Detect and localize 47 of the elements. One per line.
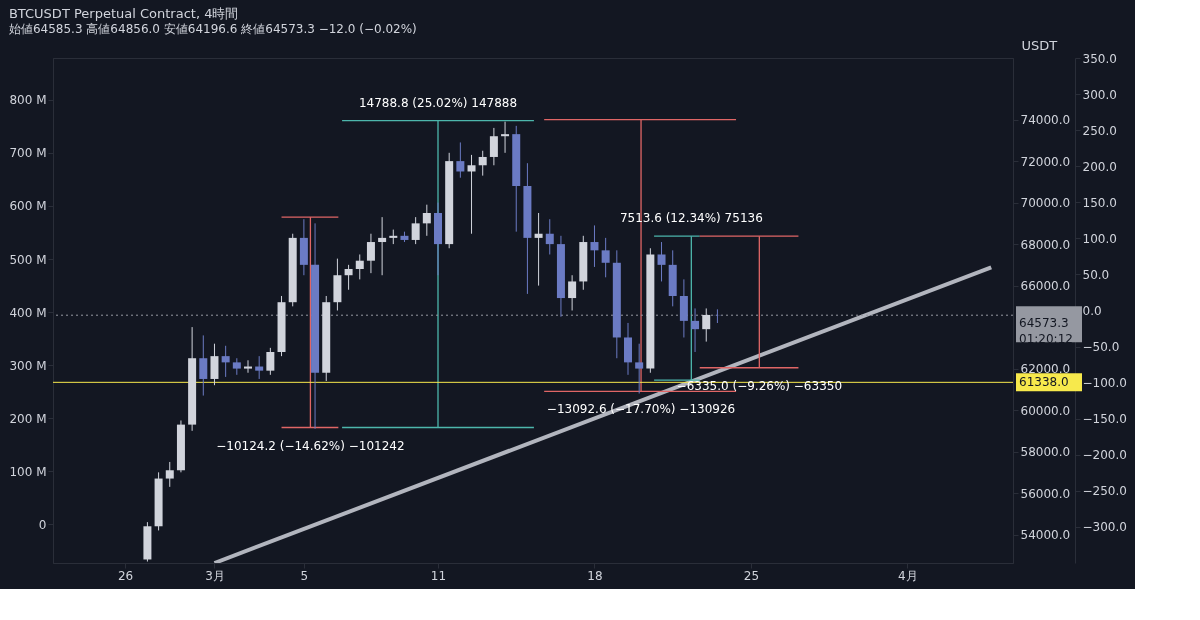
x-tick-label: 18 — [587, 568, 603, 583]
y-tick-label: 72000.0 — [1020, 154, 1071, 169]
annotation: −6335.0 (−9.26%) −63350 — [676, 378, 843, 393]
y3-tick-label: 100 M — [9, 464, 47, 479]
y3-tick-label: 600 M — [9, 199, 47, 214]
y2-tick-label: 250.0 — [1082, 123, 1117, 138]
y-tick-label: 74000.0 — [1020, 113, 1071, 128]
y2-tick-label: −250.0 — [1082, 484, 1127, 499]
y-tick-label: 56000.0 — [1020, 486, 1071, 501]
y-tick-label: 62000.0 — [1020, 362, 1071, 377]
y-tick-label: 60000.0 — [1020, 403, 1071, 418]
chart-subtitle: 始値64585.3 高値64856.0 安値64196.6 終値64573.3 −12.0 (−0.02%) — [8, 22, 417, 36]
x-tick-label: 4月 — [898, 568, 918, 583]
x-tick-label: 26 — [117, 568, 134, 583]
y3-tick-label: 500 M — [9, 252, 47, 267]
y2-tick-label: 200.0 — [1082, 159, 1117, 174]
y3-tick-label: 800 M — [9, 93, 47, 108]
y2-tick-label: 50.0 — [1082, 267, 1110, 282]
y2-tick-label: −200.0 — [1082, 448, 1127, 463]
y-axis-title: USDT — [1021, 37, 1058, 53]
y3-tick-label: 700 M — [9, 146, 47, 161]
y-tick-label: 66000.0 — [1020, 279, 1071, 294]
x-tick-label: 25 — [743, 568, 760, 583]
y2-tick-label: −50.0 — [1082, 340, 1120, 355]
y2-tick-label: 0.0 — [1082, 304, 1102, 318]
y3-tick-label: 300 M — [9, 358, 47, 373]
y2-tick-label: 150.0 — [1082, 195, 1117, 210]
annotation: 14788.8 (25.02%) 147888 — [358, 95, 518, 110]
y2-tick-label: −300.0 — [1082, 520, 1127, 535]
y2-tick-label: 300.0 — [1082, 87, 1117, 102]
x-tick-label: 11 — [430, 568, 447, 583]
chart-title: BTCUSDT Perpetual Contract, 4時間 — [8, 6, 239, 21]
y-tick-label: 58000.0 — [1020, 445, 1071, 460]
y3-tick-label: 0 — [38, 517, 47, 532]
y-tick-label: 68000.0 — [1020, 237, 1071, 252]
y2-tick-label: 350.0 — [1082, 51, 1117, 66]
y-tick-label: 54000.0 — [1020, 528, 1071, 543]
y3-tick-label: 400 M — [9, 305, 47, 320]
y3-tick-label: 200 M — [9, 411, 47, 426]
x-tick-label: 5 — [300, 568, 309, 583]
y2-tick-label: −150.0 — [1082, 412, 1127, 427]
y2-tick-label: 100.0 — [1082, 231, 1117, 246]
annotation: −10124.2 (−14.62%) −101242 — [216, 438, 405, 453]
x-tick-label: 3月 — [205, 568, 225, 583]
y-tick-label: 70000.0 — [1020, 196, 1071, 211]
y2-tick-label: −100.0 — [1082, 376, 1127, 391]
ref-line-label: 61338.0 — [1019, 375, 1069, 390]
